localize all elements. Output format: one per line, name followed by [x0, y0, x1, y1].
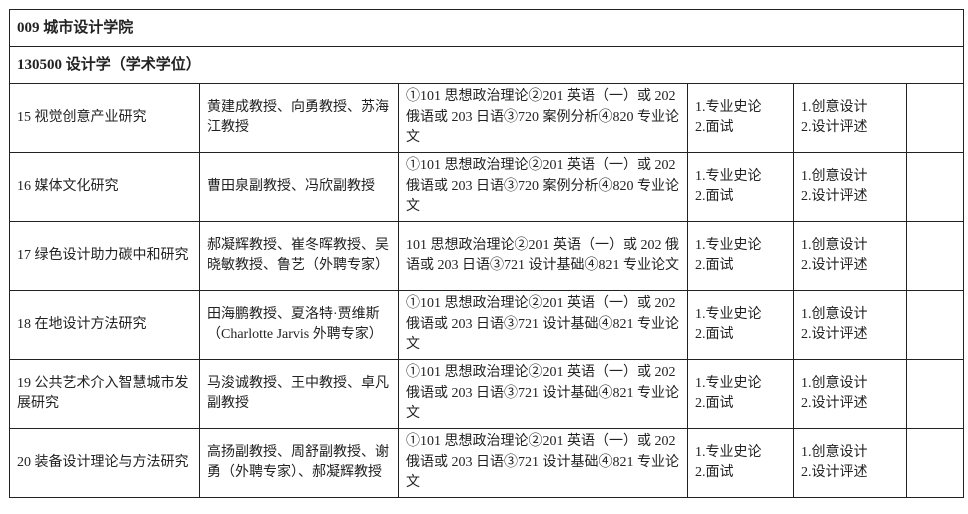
- retest-subjects-cell: 1.专业史论 2.面试: [687, 83, 794, 153]
- note-cell: [905, 428, 965, 498]
- additional-subjects-cell: 1.创意设计 2.设计评述: [793, 359, 907, 429]
- major-row: 130500 设计学（学术学位）: [8, 46, 965, 84]
- table-row: 20 装备设计理论与方法研究 高扬副教授、周舒副教授、谢 勇（外聘专家）、郝凝辉教…: [9, 428, 965, 498]
- advisors-cell: 黄建成教授、向勇教授、苏海 江教授: [199, 83, 399, 153]
- advisors-cell: 田海鹏教授、夏洛特·贾维斯 （Charlotte Jarvis 外聘专家）: [199, 290, 399, 360]
- advisors-cell: 曹田泉副教授、冯欣副教授: [199, 152, 399, 222]
- additional-subjects-cell: 1.创意设计 2.设计评述: [793, 152, 907, 222]
- exam-subjects-cell: ①101 思想政治理论②201 英语（一）或 202 俄语或 203 日语③72…: [398, 290, 688, 360]
- table-row: 18 在地设计方法研究 田海鹏教授、夏洛特·贾维斯 （Charlotte Jarv…: [9, 290, 965, 360]
- additional-subjects-cell: 1.创意设计 2.设计评述: [793, 290, 907, 360]
- table-row: 15 视觉创意产业研究 黄建成教授、向勇教授、苏海 江教授 ①101 思想政治理论②…: [9, 83, 965, 153]
- exam-subjects-cell: ①101 思想政治理论②201 英语（一）或 202 俄语或 203 日语③72…: [398, 83, 688, 153]
- research-direction-cell: 15 视觉创意产业研究: [9, 83, 200, 153]
- retest-subjects-cell: 1.专业史论 2.面试: [687, 152, 794, 222]
- note-cell: [905, 359, 965, 429]
- research-direction-cell: 19 公共艺术介入智慧城市发 展研究: [9, 359, 200, 429]
- note-cell: [905, 83, 965, 153]
- research-direction-cell: 18 在地设计方法研究: [9, 290, 200, 360]
- admissions-table: 009 城市设计学院 130500 设计学（学术学位） 15 视觉创意产业研究黄…: [8, 9, 965, 498]
- advisors-cell: 高扬副教授、周舒副教授、谢 勇（外聘专家）、郝凝辉教授: [199, 428, 399, 498]
- table-row: 16 媒体文化研究 曹田泉副教授、冯欣副教授 ①101 思想政治理论②201 英语（…: [9, 152, 965, 222]
- advisors-cell: 郝凝辉教授、崔冬晖教授、吴 晓敏教授、鲁艺（外聘专家）: [199, 221, 399, 291]
- note-cell: [905, 221, 965, 291]
- note-cell: [905, 290, 965, 360]
- exam-subjects-cell: ①101 思想政治理论②201 英语（一）或 202 俄语或 203 日语③72…: [398, 359, 688, 429]
- exam-subjects-cell: ①101 思想政治理论②201 英语（一）或 202 俄语或 203 日语③72…: [398, 428, 688, 498]
- research-direction-cell: 20 装备设计理论与方法研究: [9, 428, 200, 498]
- college-title: 009 城市设计学院: [8, 9, 965, 47]
- exam-subjects-cell: 101 思想政治理论②201 英语（一）或 202 俄 语或 203 日语③72…: [398, 221, 688, 291]
- retest-subjects-cell: 1.专业史论 2.面试: [687, 290, 794, 360]
- additional-subjects-cell: 1.创意设计 2.设计评述: [793, 83, 907, 153]
- note-cell: [905, 152, 965, 222]
- exam-subjects-cell: ①101 思想政治理论②201 英语（一）或 202 俄语或 203 日语③72…: [398, 152, 688, 222]
- table-row: 17 绿色设计助力碳中和研究 郝凝辉教授、崔冬晖教授、吴 晓敏教授、鲁艺（外聘专家…: [9, 221, 965, 291]
- retest-subjects-cell: 1.专业史论 2.面试: [687, 359, 794, 429]
- additional-subjects-cell: 1.创意设计 2.设计评述: [793, 428, 907, 498]
- advisors-cell: 马浚诚教授、王中教授、卓凡 副教授: [199, 359, 399, 429]
- retest-subjects-cell: 1.专业史论 2.面试: [687, 428, 794, 498]
- retest-subjects-cell: 1.专业史论 2.面试: [687, 221, 794, 291]
- research-direction-cell: 17 绿色设计助力碳中和研究: [9, 221, 200, 291]
- additional-subjects-cell: 1.创意设计 2.设计评述: [793, 221, 907, 291]
- major-title: 130500 设计学（学术学位）: [8, 46, 965, 84]
- college-row: 009 城市设计学院: [8, 9, 965, 47]
- research-direction-cell: 16 媒体文化研究: [9, 152, 200, 222]
- table-row: 19 公共艺术介入智慧城市发 展研究 马浚诚教授、王中教授、卓凡 副教授 ①101 …: [9, 359, 965, 429]
